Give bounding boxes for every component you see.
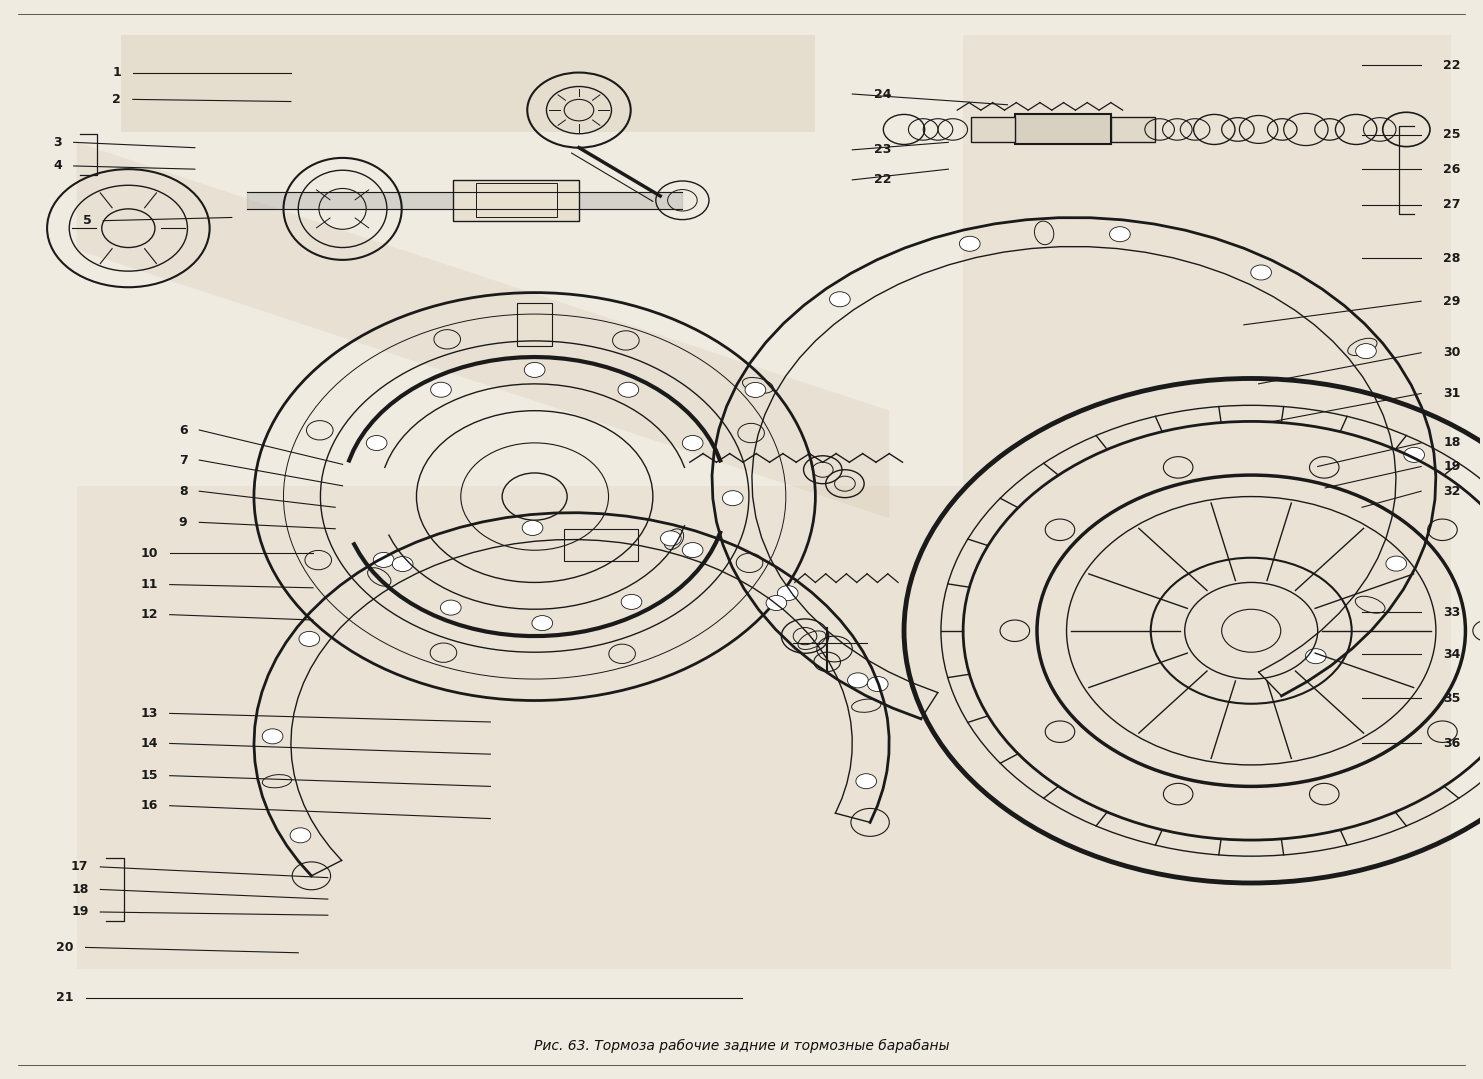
Text: 4: 4 (53, 160, 62, 173)
Polygon shape (122, 35, 816, 132)
Bar (476, 183, 556, 218)
Circle shape (856, 774, 876, 789)
Circle shape (522, 520, 543, 535)
Text: 34: 34 (1443, 647, 1461, 660)
Text: Рис. 63. Тормоза рабочие задние и тормозные барабаны: Рис. 63. Тормоза рабочие задние и тормоз… (534, 1039, 949, 1053)
Bar (1111, 117, 1155, 142)
Polygon shape (962, 35, 1450, 969)
Text: 3: 3 (53, 136, 62, 149)
Circle shape (532, 616, 553, 630)
Bar (454, 180, 578, 221)
Circle shape (848, 673, 868, 688)
Text: 14: 14 (141, 737, 157, 750)
Text: 26: 26 (1443, 163, 1461, 176)
Text: 19: 19 (1443, 460, 1461, 473)
Text: 23: 23 (875, 144, 891, 156)
Circle shape (291, 828, 311, 843)
Circle shape (430, 382, 451, 397)
Circle shape (440, 600, 461, 615)
Text: 31: 31 (1443, 387, 1461, 400)
Circle shape (722, 491, 743, 506)
Circle shape (621, 595, 642, 610)
Text: 22: 22 (875, 174, 891, 187)
Text: 28: 28 (1443, 251, 1461, 264)
Circle shape (525, 363, 544, 378)
Text: 19: 19 (71, 905, 89, 918)
Circle shape (960, 236, 980, 251)
Text: 32: 32 (1443, 484, 1461, 497)
Text: 22: 22 (1443, 58, 1461, 71)
Circle shape (374, 552, 394, 568)
Circle shape (1109, 227, 1130, 242)
Circle shape (682, 543, 703, 558)
Text: 7: 7 (179, 453, 187, 466)
Text: 18: 18 (71, 883, 89, 896)
Circle shape (829, 291, 850, 306)
Circle shape (868, 677, 888, 692)
Text: 35: 35 (1443, 692, 1461, 705)
Text: 25: 25 (1443, 128, 1461, 141)
Text: 24: 24 (875, 87, 891, 100)
Text: 18: 18 (1443, 436, 1461, 449)
Circle shape (767, 596, 786, 611)
Bar (564, 529, 638, 561)
Text: 10: 10 (141, 547, 157, 560)
Circle shape (660, 531, 681, 546)
Text: 1: 1 (113, 66, 122, 79)
Circle shape (1305, 648, 1326, 664)
Text: 21: 21 (56, 992, 74, 1005)
Text: 27: 27 (1443, 199, 1461, 211)
Text: 17: 17 (71, 860, 89, 873)
Circle shape (744, 382, 765, 397)
Circle shape (1404, 448, 1425, 463)
Polygon shape (77, 142, 890, 518)
Circle shape (618, 382, 639, 397)
Circle shape (1387, 556, 1406, 571)
Circle shape (262, 728, 283, 743)
Text: 11: 11 (141, 578, 157, 591)
Circle shape (300, 631, 320, 646)
Text: 9: 9 (179, 516, 187, 529)
Circle shape (1250, 265, 1271, 279)
Text: 29: 29 (1443, 295, 1461, 308)
Text: 16: 16 (141, 800, 157, 812)
Bar (1014, 114, 1111, 145)
Text: 30: 30 (1443, 346, 1461, 359)
Circle shape (682, 436, 703, 451)
Text: 33: 33 (1443, 606, 1461, 619)
Bar (518, 303, 552, 346)
Text: 2: 2 (113, 93, 122, 106)
Bar (970, 117, 1014, 142)
Polygon shape (77, 486, 962, 969)
Text: 12: 12 (141, 609, 157, 622)
Circle shape (777, 586, 798, 601)
Text: 36: 36 (1443, 737, 1461, 750)
Text: 13: 13 (141, 707, 157, 720)
Text: 8: 8 (179, 484, 187, 497)
Text: 6: 6 (179, 424, 187, 437)
Text: 15: 15 (141, 769, 157, 782)
Circle shape (366, 436, 387, 451)
Text: 5: 5 (83, 215, 92, 228)
Text: 20: 20 (56, 941, 74, 954)
Circle shape (393, 557, 412, 572)
Circle shape (1355, 343, 1376, 358)
